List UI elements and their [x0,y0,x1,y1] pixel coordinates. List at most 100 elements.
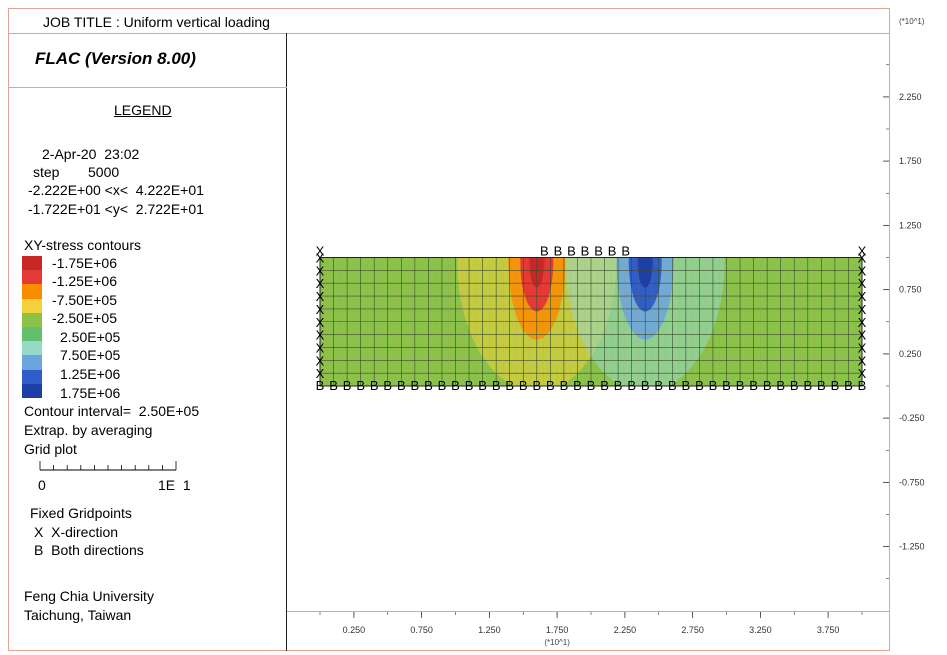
fixed-b-marker: B [831,378,840,393]
fixed-b-marker: B [478,378,487,393]
y-tick-label: 1.750 [899,156,922,166]
fixed-x-marker: X [316,328,325,343]
fixed-x-marker: X [858,263,867,278]
fixed-b-marker: B [736,378,745,393]
fixed-b-marker: B [668,378,677,393]
y-tick-label: -0.250 [899,413,925,423]
y-tick-label: -0.750 [899,477,925,487]
contour-interval: Contour interval= 2.50E+05 [24,403,200,419]
y-axis-rule [889,8,890,611]
fixed-b-marker: B [411,378,420,393]
fixed-x-marker: X [316,353,325,368]
fixed-b-marker: B [540,244,549,259]
fixed-b-marker: B [621,244,630,259]
fixed-b-marker: B [709,378,718,393]
fixed-b-marker: B [554,244,563,259]
fixed-x-marker: X [858,244,867,259]
fixed-b-marker: B [451,378,460,393]
scale-zero: 0 [38,477,46,493]
fixed-b-marker: B [505,378,514,393]
fixed-x-marker: X [316,276,325,291]
x-tick-label: 3.250 [749,625,772,635]
contour-level: -1.75E+06 [52,255,117,271]
legend-date: 2-Apr-20 23:02 [42,146,140,162]
contour-swatch [22,327,42,342]
contour-swatch [22,270,42,285]
contour-swatch [22,284,42,299]
contour-swatch [22,341,42,356]
contour-level: -2.50E+05 [52,310,117,326]
fixed-x-marker: X [858,276,867,291]
fixed-x-label: X X-direction [34,524,119,540]
contour-level: 1.25E+06 [60,366,121,382]
fixed-x-marker: X [858,302,867,317]
scale-end: 1E 1 [158,477,191,493]
fixed-b-marker: B [519,378,528,393]
fixed-b-marker: B [567,244,576,259]
fixed-b-marker: B [682,378,691,393]
fixed-x-marker: X [858,315,867,330]
contour-swatch [22,355,42,370]
fixed-b-marker: B [316,378,325,393]
fixed-b-marker: B [641,378,650,393]
fixed-x-marker: X [316,315,325,330]
fixed-b-marker: B [614,378,623,393]
legend-separator [8,87,287,88]
mesh-border [319,257,863,387]
fixed-b-marker: B [654,378,663,393]
fixed-x-marker: X [858,289,867,304]
x-tick-label: 2.750 [681,625,704,635]
extrap-note: Extrap. by averaging [24,422,153,438]
fixed-x-marker: X [858,340,867,355]
fixed-x-marker: X [316,251,325,266]
fixed-b-marker: B [722,378,731,393]
job-title: JOB TITLE : Uniform vertical loading [43,14,270,30]
x-tick-label: 0.750 [410,625,433,635]
fixed-x-marker: X [316,340,325,355]
grid-plot-label: Grid plot [24,441,77,457]
fixed-x-marker: X [858,328,867,343]
fixed-b-label: B Both directions [34,542,144,558]
fixed-b-marker: B [370,378,379,393]
fixed-b-marker: B [397,378,406,393]
fixed-b-marker: B [627,378,636,393]
title-bar [8,8,890,34]
fixed-b-marker: B [424,378,433,393]
fixed-title: Fixed Gridpoints [30,505,132,521]
program-title: FLAC (Version 8.00) [35,49,196,68]
legend-x-range: -2.222E+00 <x< 4.222E+01 [28,182,204,198]
fixed-b-marker: B [776,378,785,393]
x-tick-label: 2.250 [614,625,637,635]
fixed-b-marker: B [581,244,590,259]
fixed-b-marker: B [695,378,704,393]
legend-y-range: -1.722E+01 <y< 2.722E+01 [28,201,204,217]
org-line1: Feng Chia University [24,588,154,604]
x-tick-label: 1.250 [478,625,501,635]
contour-level: 7.50E+05 [60,347,121,363]
fixed-b-marker: B [532,378,541,393]
contour-swatch [22,298,42,314]
fixed-b-marker: B [356,378,365,393]
fixed-x-marker: X [858,251,867,266]
x-tick-label: 3.750 [817,625,840,635]
fixed-b-marker: B [600,378,609,393]
fixed-x-marker: X [316,366,325,381]
fixed-b-marker: B [573,378,582,393]
fixed-b-marker: B [858,378,867,393]
y-tick-label: 1.250 [899,220,922,230]
contour-level: -7.50E+05 [52,292,117,308]
fixed-b-marker: B [492,378,501,393]
fixed-b-marker: B [790,378,799,393]
x-scale-note: (*10^1) [544,638,570,647]
fixed-b-marker: B [546,378,555,393]
fixed-b-marker: B [594,244,603,259]
contour-level: -1.25E+06 [52,273,117,289]
fixed-b-marker: B [749,378,758,393]
fixed-b-marker: B [438,378,447,393]
fixed-x-marker: X [316,263,325,278]
contour-swatch [22,369,42,385]
legend-panel [8,33,287,651]
x-axis-rule [287,611,890,612]
org-line2: Taichung, Taiwan [24,607,132,623]
